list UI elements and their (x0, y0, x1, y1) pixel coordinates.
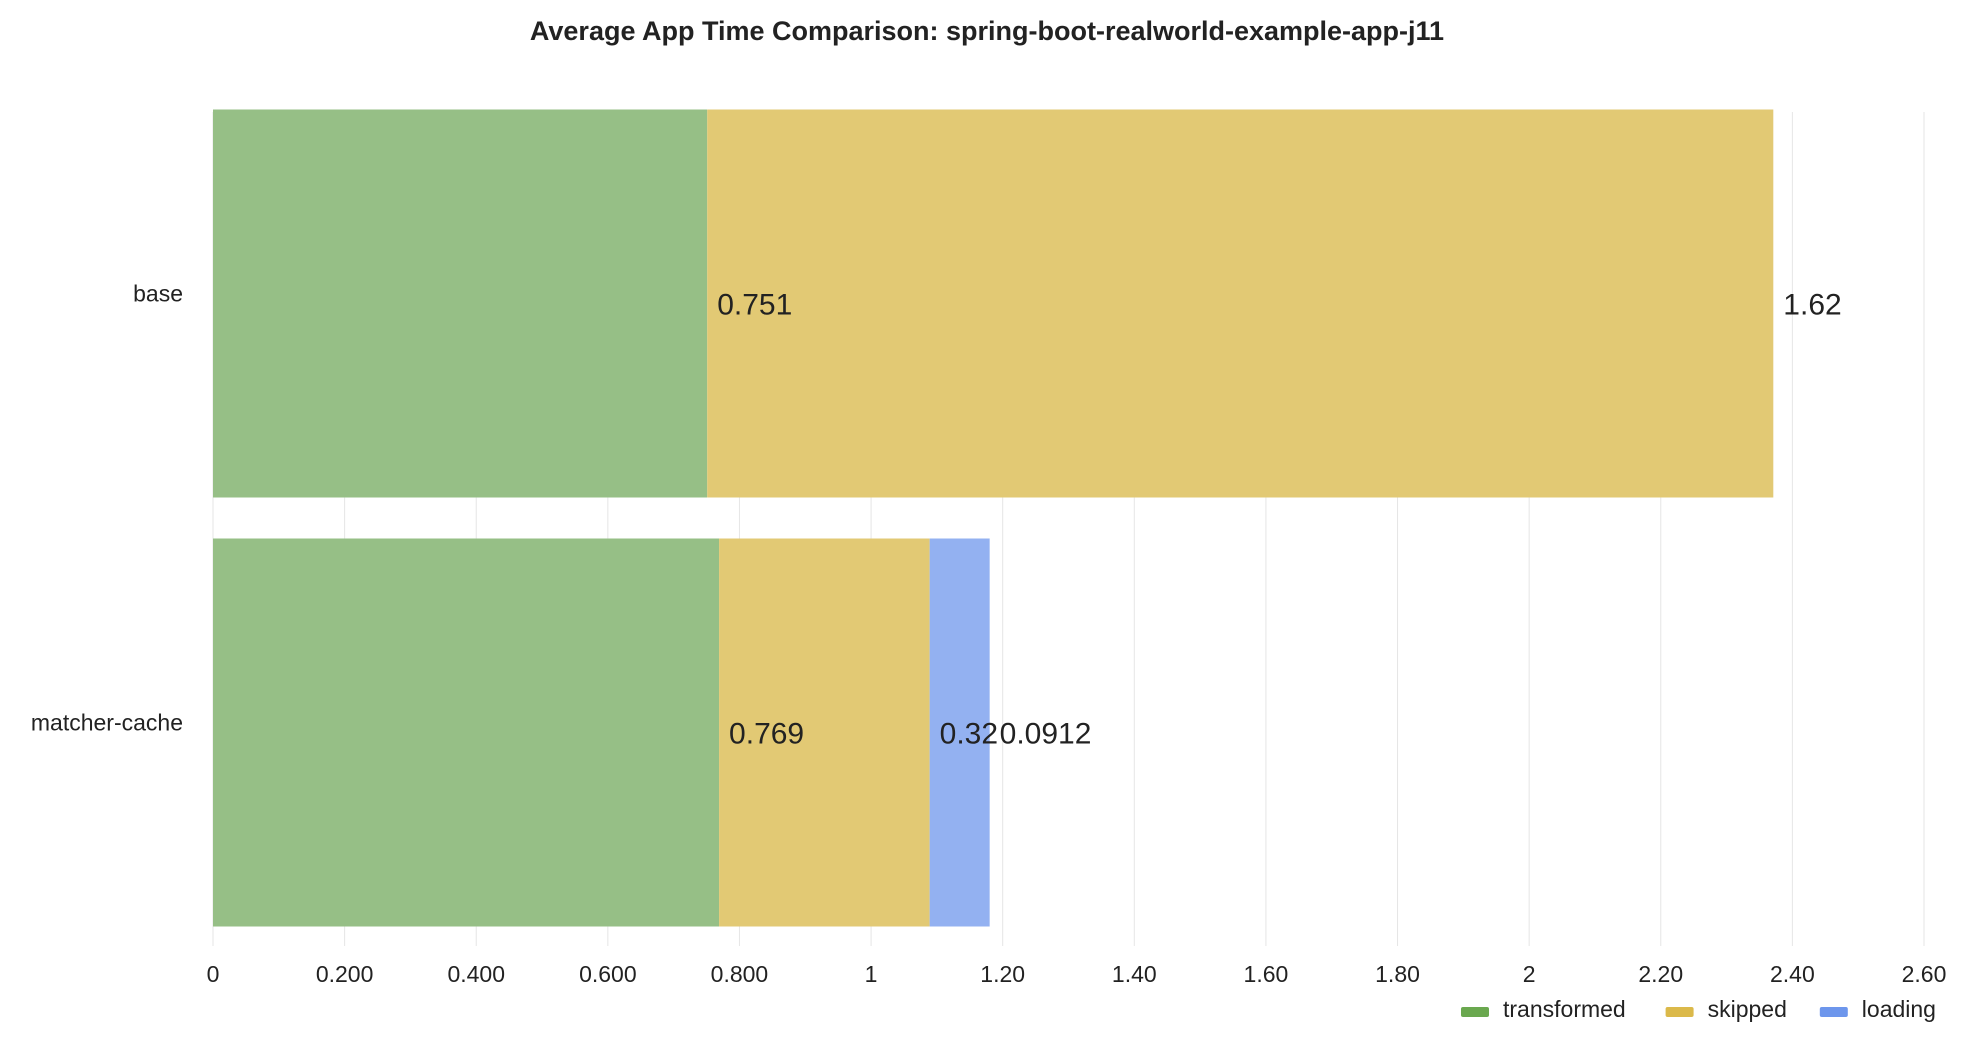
data-label-matcher-cache-transformed: 0.769 (729, 718, 804, 751)
legend-swatch-skipped (1665, 1007, 1694, 1017)
legend: transformed skipped loading (1461, 996, 1936, 1022)
bar-base-transformed[interactable] (213, 109, 708, 498)
bar-base-skipped[interactable] (707, 109, 1774, 498)
data-label-base-skipped: 1.62 (1783, 289, 1841, 322)
data-label-matcher-cache-loading: 0.0912 (1000, 718, 1092, 751)
x-tick-label-10: 2 (1523, 961, 1536, 987)
legend-swatch-transformed (1461, 1007, 1489, 1017)
bars (213, 109, 1774, 927)
x-tick-label-13: 2.60 (1902, 961, 1947, 987)
bar-matcher-cache-loading[interactable] (929, 538, 990, 927)
chart-title: Average App Time Comparison: spring-boot… (530, 16, 1444, 46)
x-tick-label-11: 2.20 (1638, 961, 1683, 987)
x-tick-label-9: 1.80 (1375, 961, 1420, 987)
x-tick-label-2: 0.400 (447, 961, 505, 987)
x-axis: 0 0.200 0.400 0.600 0.800 1 1.20 1.40 1.60 1.80 2 2… (207, 961, 1947, 987)
x-tick-label-4: 0.800 (711, 961, 769, 987)
x-tick-label-0: 0 (207, 961, 220, 987)
x-tick-label-3: 0.600 (579, 961, 637, 987)
legend-swatch-loading (1819, 1007, 1848, 1017)
x-tick-label-1: 0.200 (316, 961, 374, 987)
x-tick-label-7: 1.40 (1112, 961, 1157, 987)
x-tick-label-5: 1 (865, 961, 878, 987)
data-labels: 0.751 1.62 0.769 0.32 0.0912 (717, 289, 1841, 751)
x-tick-label-12: 2.40 (1770, 961, 1815, 987)
legend-label-loading[interactable]: loading (1862, 996, 1936, 1022)
bar-matcher-cache-skipped[interactable] (719, 538, 930, 927)
legend-label-transformed[interactable]: transformed (1503, 996, 1626, 1022)
bar-matcher-cache-transformed[interactable] (213, 538, 720, 927)
category-label-matcher-cache: matcher-cache (31, 710, 183, 736)
x-tick-label-8: 1.60 (1244, 961, 1289, 987)
x-tick-label-6: 1.20 (980, 961, 1025, 987)
data-label-matcher-cache-skipped: 0.32 (940, 718, 998, 751)
y-axis: base matcher-cache (31, 281, 183, 736)
data-label-base-transformed: 0.751 (717, 289, 792, 322)
legend-label-skipped[interactable]: skipped (1708, 996, 1787, 1022)
category-label-base: base (133, 281, 183, 307)
